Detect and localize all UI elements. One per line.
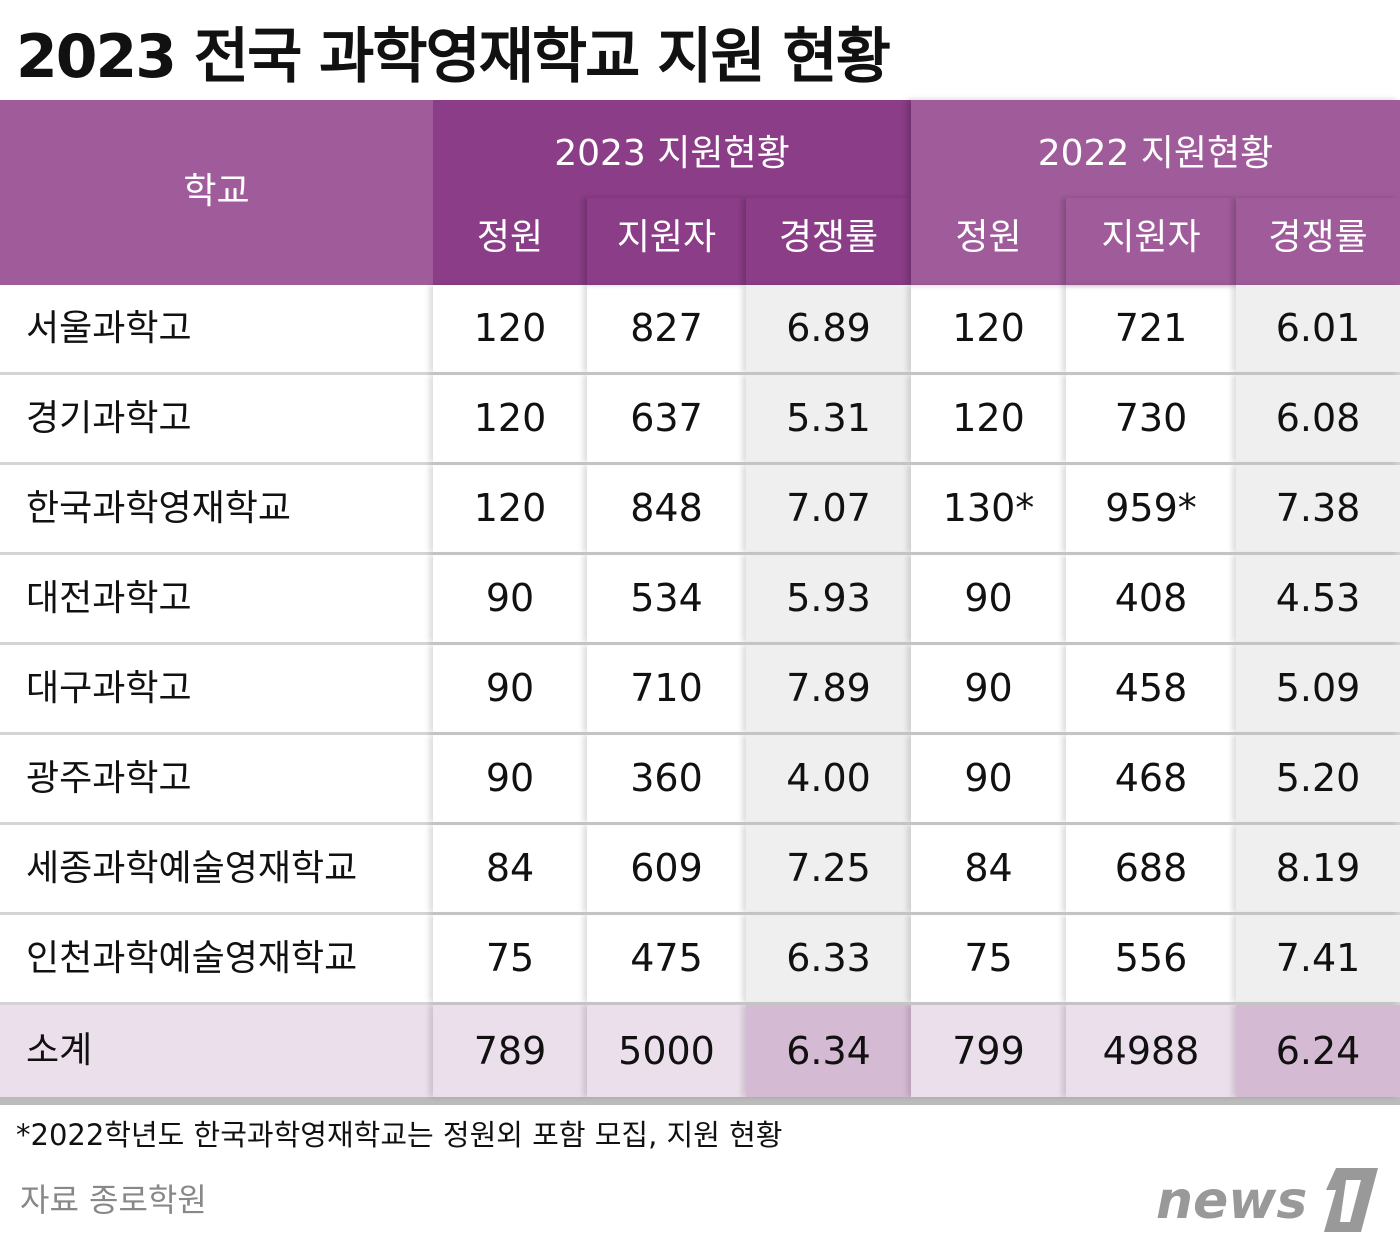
quota-2023: 120 — [433, 375, 587, 462]
applicants-2022: 458 — [1066, 645, 1236, 732]
table-row: 세종과학예술영재학교 84 609 7.25 84 688 8.19 — [0, 825, 1400, 915]
quota-2022: 90 — [911, 735, 1066, 822]
table-row: 서울과학고 120 827 6.89 120 721 6.01 — [0, 285, 1400, 375]
rate-2023: 7.25 — [746, 825, 911, 912]
table-row: 경기과학고 120 637 5.31 120 730 6.08 — [0, 375, 1400, 465]
quota-2023: 90 — [433, 555, 587, 642]
table-row: 대구과학고 90 710 7.89 90 458 5.09 — [0, 645, 1400, 735]
footnote: *2022학년도 한국과학영재학교는 정원외 포함 모집, 지원 현황 — [16, 1118, 783, 1152]
quota-2022: 120 — [911, 375, 1066, 462]
quota-2023: 90 — [433, 735, 587, 822]
table-row: 인천과학예술영재학교 75 475 6.33 75 556 7.41 — [0, 915, 1400, 1005]
quota-2022: 799 — [911, 1005, 1066, 1097]
school-name: 대전과학고 — [26, 578, 192, 619]
rate-2022: 7.41 — [1236, 915, 1400, 1002]
subheader-cell: 지원자 — [1066, 198, 1236, 285]
rate-2023: 6.34 — [746, 1005, 911, 1097]
school-name: 서울과학고 — [26, 308, 192, 349]
quota-2023: 84 — [433, 825, 587, 912]
applicants-2023: 609 — [587, 825, 746, 912]
rate-2022: 5.20 — [1236, 735, 1400, 822]
rate-2022: 6.24 — [1236, 1005, 1400, 1097]
school-name: 광주과학고 — [26, 758, 192, 799]
school-name: 세종과학예술영재학교 — [26, 848, 358, 889]
header-school-cell: 학교 — [0, 100, 433, 285]
applicants-2023: 637 — [587, 375, 746, 462]
applicants-2023: 827 — [587, 285, 746, 372]
header-2023-group: 2023 지원현황 — [433, 100, 911, 285]
table-row: 한국과학영재학교 120 848 7.07 130* 959* 7.38 — [0, 465, 1400, 555]
school-name: 한국과학영재학교 — [26, 488, 291, 529]
applicants-2022: 688 — [1066, 825, 1236, 912]
subheader-label: 지원자 — [1101, 217, 1201, 258]
quota-2023: 90 — [433, 645, 587, 732]
quota-2022: 90 — [911, 555, 1066, 642]
rate-2022: 6.08 — [1236, 375, 1400, 462]
rate-2023: 4.00 — [746, 735, 911, 822]
applicants-2022: 556 — [1066, 915, 1236, 1002]
header-school: 학교 — [183, 171, 250, 212]
total-row: 소계 789 5000 6.34 799 4988 6.24 — [0, 1005, 1400, 1105]
rate-2023: 6.33 — [746, 915, 911, 1002]
subheader-cell: 지원자 — [587, 198, 746, 285]
school-name: 인천과학예술영재학교 — [26, 938, 358, 979]
quota-2023: 75 — [433, 915, 587, 1002]
rate-2023: 5.31 — [746, 375, 911, 462]
quota-2022: 130* — [911, 465, 1066, 552]
quota-2022: 75 — [911, 915, 1066, 1002]
rate-2023: 7.89 — [746, 645, 911, 732]
applicants-2023: 710 — [587, 645, 746, 732]
quota-2022: 84 — [911, 825, 1066, 912]
school-name: 경기과학고 — [26, 398, 192, 439]
school-name: 대구과학고 — [26, 668, 192, 709]
quota-2022: 120 — [911, 285, 1066, 372]
table-row: 대전과학고 90 534 5.93 90 408 4.53 — [0, 555, 1400, 645]
applicants-2022: 4988 — [1066, 1005, 1236, 1097]
quota-2022: 90 — [911, 645, 1066, 732]
applicants-2023: 360 — [587, 735, 746, 822]
school-name: 소계 — [26, 1030, 93, 1071]
applicants-2023: 534 — [587, 555, 746, 642]
subheader-label: 경쟁률 — [778, 217, 879, 258]
rate-2022: 4.53 — [1236, 555, 1400, 642]
rate-2023: 5.93 — [746, 555, 911, 642]
rate-2023: 6.89 — [746, 285, 911, 372]
subheader-cell: 경쟁률 — [1236, 198, 1400, 285]
applicants-2023: 5000 — [587, 1005, 746, 1097]
rate-2022: 7.38 — [1236, 465, 1400, 552]
applicants-2022: 730 — [1066, 375, 1236, 462]
header-2022-group: 2022 지원현황 — [911, 100, 1400, 285]
subheader-cell: 경쟁률 — [746, 198, 911, 285]
subheader-cell: 정원 — [911, 198, 1066, 285]
subheader-label: 정원 — [955, 217, 1022, 258]
subheader-label: 지원자 — [616, 217, 717, 258]
source: 자료 종로학원 — [20, 1181, 207, 1219]
table-row: 광주과학고 90 360 4.00 90 468 5.20 — [0, 735, 1400, 825]
rate-2022: 6.01 — [1236, 285, 1400, 372]
header-2023-label: 2023 지원현황 — [554, 133, 790, 174]
header-2022-label: 2022 지원현황 — [1037, 133, 1274, 174]
page-title: 2023 전국 과학영재학교 지원 현황 — [16, 22, 891, 92]
subheader-label: 경쟁률 — [1268, 217, 1368, 258]
applicants-2023: 475 — [587, 915, 746, 1002]
applicants-2022: 468 — [1066, 735, 1236, 822]
rate-2022: 8.19 — [1236, 825, 1400, 912]
quota-2023: 120 — [433, 285, 587, 372]
svg-text:news: news — [1156, 1171, 1307, 1231]
news1-logo: news — [1156, 1160, 1386, 1239]
rate-2022: 5.09 — [1236, 645, 1400, 732]
subheader-label: 정원 — [476, 217, 544, 258]
rate-2023: 7.07 — [746, 465, 911, 552]
quota-2023: 789 — [433, 1005, 587, 1097]
applicants-2022: 721 — [1066, 285, 1236, 372]
applicants-2022: 959* — [1066, 465, 1236, 552]
quota-2023: 120 — [433, 465, 587, 552]
subheader-cell: 정원 — [433, 198, 587, 285]
applicants-2023: 848 — [587, 465, 746, 552]
applicants-2022: 408 — [1066, 555, 1236, 642]
